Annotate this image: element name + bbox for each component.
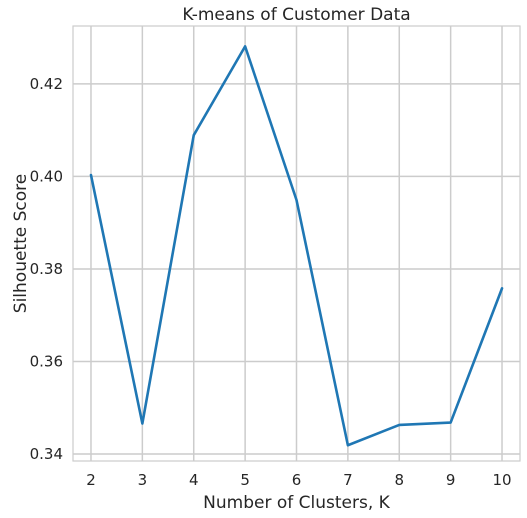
grid-lines <box>73 26 520 461</box>
chart-title: K-means of Customer Data <box>182 5 410 25</box>
y-tick-label: 0.38 <box>30 260 63 278</box>
y-tick-label: 0.34 <box>30 445 63 463</box>
x-tick-label: 6 <box>292 471 302 489</box>
y-axis-title: Silhouette Score <box>11 174 31 313</box>
x-tick-label: 8 <box>394 471 404 489</box>
x-tick-label: 9 <box>446 471 456 489</box>
x-tick-label: 3 <box>138 471 148 489</box>
x-axis-title: Number of Clusters, K <box>203 493 390 513</box>
y-tick-label: 0.40 <box>30 167 63 185</box>
plot-area-frame <box>72 25 521 462</box>
x-tick-label: 2 <box>86 471 96 489</box>
y-tick-label: 0.36 <box>30 353 63 371</box>
x-tick-labels: 2 3 4 5 6 7 8 9 10 <box>86 471 511 489</box>
y-tick-labels: 0.34 0.36 0.38 0.40 0.42 <box>30 75 63 463</box>
y-tick-label: 0.42 <box>30 75 63 93</box>
x-tick-label: 4 <box>189 471 199 489</box>
x-tick-label: 5 <box>240 471 250 489</box>
series-lines <box>89 45 504 447</box>
x-tick-label: 10 <box>492 471 511 489</box>
x-tick-label: 7 <box>343 471 353 489</box>
